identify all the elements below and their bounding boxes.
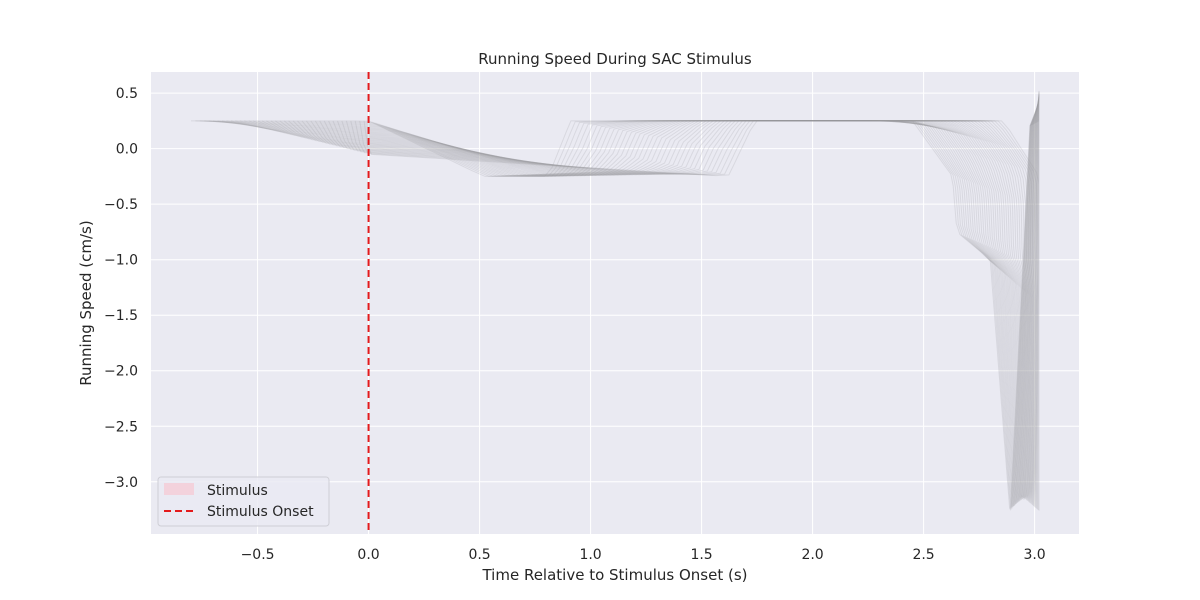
trial-trace: [283, 104, 1040, 501]
trial-trace: [292, 103, 1040, 500]
trial-trace: [310, 99, 1040, 503]
trial-trace: [288, 103, 1040, 500]
trial-trace: [350, 93, 1040, 509]
y-axis-label: Running Speed (cm/s): [77, 220, 95, 385]
trial-trace: [230, 113, 1040, 504]
y-tick-label: −0.5: [104, 197, 138, 213]
legend-stimulus-label: Stimulus: [207, 483, 268, 499]
y-tick-label: −3.0: [104, 475, 138, 491]
x-tick-label: 2.5: [912, 547, 934, 563]
trial-trace: [359, 91, 1040, 511]
trial-trace: [199, 118, 1040, 509]
x-axis-label: Time Relative to Stimulus Onset (s): [481, 566, 747, 584]
trial-trace: [297, 102, 1040, 501]
x-tick-label: 3.0: [1023, 547, 1045, 563]
trial-trace: [208, 117, 1040, 507]
trial-trace: [354, 92, 1040, 510]
x-tick-label: 2.0: [801, 547, 823, 563]
trial-trace: [301, 101, 1040, 502]
legend-onset-label: Stimulus Onset: [207, 504, 314, 520]
trial-trace: [332, 96, 1040, 506]
trial-trace: [226, 114, 1040, 505]
x-tick-label: −0.5: [241, 547, 275, 563]
plot-area: [151, 72, 1079, 534]
trial-trace: [213, 116, 1040, 507]
trial-trace: [204, 118, 1040, 508]
trial-trace: [337, 95, 1040, 507]
trial-trace: [252, 109, 1040, 501]
running-speed-traces: [191, 90, 1040, 511]
x-tick-label: 1.5: [690, 547, 712, 563]
trial-trace: [328, 96, 1040, 506]
trial-trace: [345, 93, 1040, 508]
trial-trace: [244, 111, 1040, 502]
trial-trace: [279, 105, 1040, 499]
y-tick-label: −2.0: [104, 364, 138, 380]
y-tick-label: −1.0: [104, 253, 138, 269]
x-tick-labels: −0.5 0.0 0.5 1.0 1.5 2.0 2.5 3.0: [241, 547, 1046, 563]
y-grid: [151, 92, 1079, 483]
trial-trace: [319, 98, 1040, 504]
x-tick-label: 0.5: [468, 547, 490, 563]
trial-trace: [363, 90, 1040, 511]
x-tick-label: 1.0: [579, 547, 601, 563]
trial-trace: [314, 99, 1040, 504]
y-tick-label: −2.5: [104, 419, 138, 435]
trial-trace: [217, 115, 1040, 507]
legend-stimulus-swatch: [164, 483, 194, 495]
trial-trace: [261, 108, 1040, 500]
y-tick-labels: 0.5 0.0 −0.5 −1.0 −1.5 −2.0 −2.5 −3.0: [104, 86, 138, 491]
chart-title: Running Speed During SAC Stimulus: [478, 50, 752, 68]
legend-box: [157, 476, 330, 527]
y-tick-label: 0.0: [116, 142, 138, 158]
legend: Stimulus Stimulus Onset: [157, 476, 330, 527]
y-tick-label: −1.5: [104, 308, 138, 324]
trial-trace: [257, 109, 1040, 501]
trial-trace: [270, 106, 1040, 501]
trial-trace: [221, 115, 1040, 507]
y-tick-label: 0.5: [116, 86, 138, 102]
trial-trace: [275, 106, 1040, 499]
trial-trace: [323, 97, 1040, 505]
x-tick-label: 0.0: [357, 547, 379, 563]
trial-trace: [195, 119, 1040, 510]
trial-trace: [266, 107, 1040, 500]
trial-trace: [306, 100, 1040, 502]
trial-trace: [235, 112, 1040, 503]
trial-trace: [191, 120, 1040, 511]
trial-trace: [248, 110, 1040, 502]
trial-trace: [239, 112, 1040, 503]
trial-trace: [341, 94, 1040, 508]
